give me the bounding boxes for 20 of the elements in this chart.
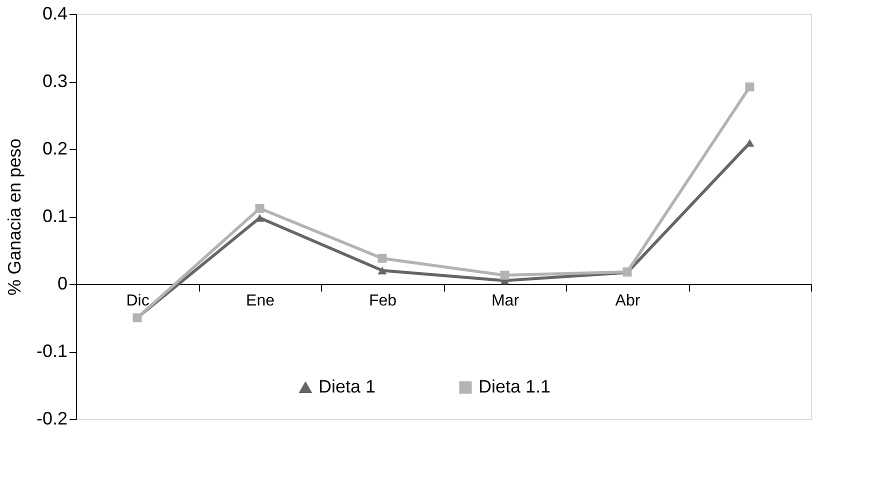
legend-label: Dieta 1.1	[478, 376, 551, 396]
x-tick-label: Dic	[126, 292, 150, 310]
y-tick-label: -0.2	[36, 408, 68, 428]
point	[378, 254, 387, 263]
y-tick-label: 0.4	[42, 4, 68, 24]
y-axis-title: % Ganacia en peso	[4, 138, 24, 296]
point	[500, 270, 510, 280]
point	[378, 266, 387, 274]
point	[255, 204, 264, 213]
x-tick-label: Ene	[246, 292, 275, 310]
y-tick-label: 0	[57, 274, 68, 294]
point	[745, 82, 754, 92]
y-tick-label: -0.1	[36, 341, 68, 361]
x-tick-label: Abr	[615, 292, 641, 310]
legend-label: Dieta 1	[318, 376, 376, 396]
x-tick-label: Feb	[368, 292, 397, 310]
y-tick-label: 0.1	[42, 206, 68, 226]
x-tick-label: Mar	[491, 292, 520, 310]
y-tick-label: 0.3	[42, 71, 68, 91]
y-tick-label: 0.2	[42, 138, 68, 158]
